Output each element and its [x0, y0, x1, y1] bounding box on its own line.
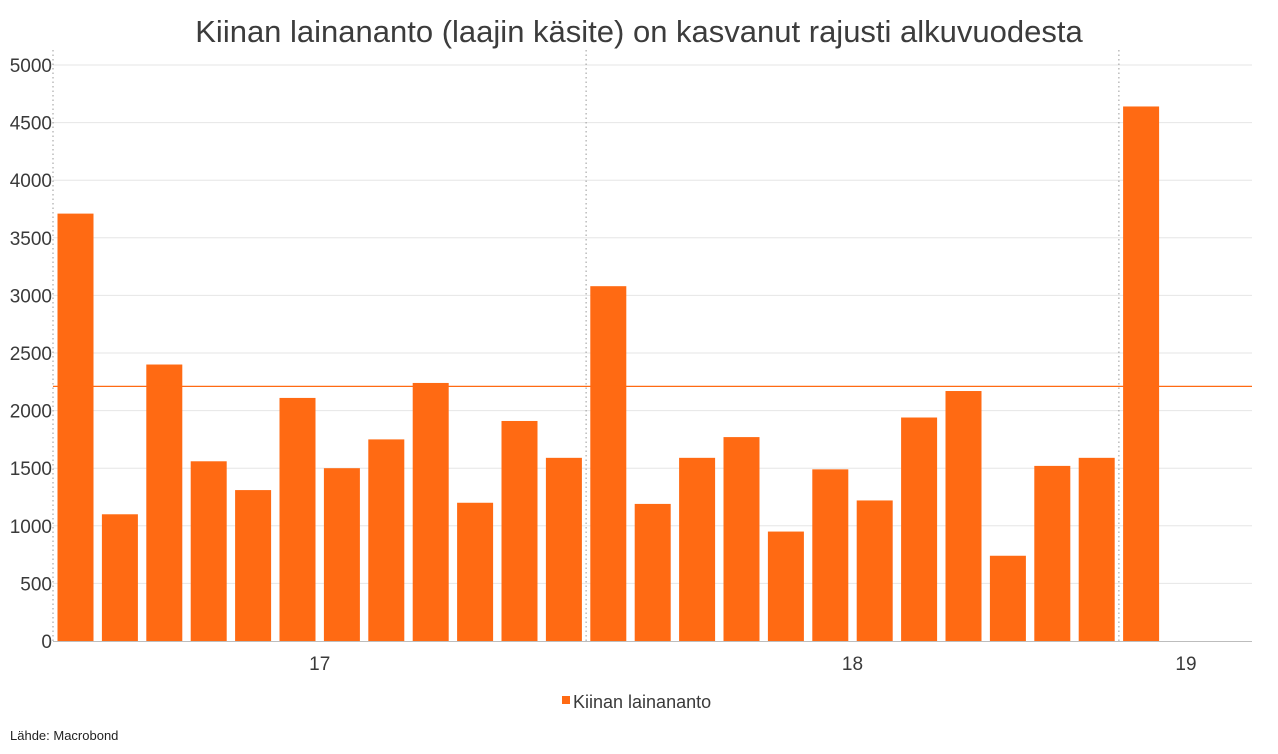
bar — [723, 437, 760, 641]
chart-title: Kiinan lainananto (laajin käsite) on kas… — [195, 14, 1083, 49]
bar — [1123, 106, 1160, 642]
y-tick-label: 3500 — [10, 229, 52, 250]
bar — [989, 555, 1026, 641]
bar — [590, 286, 627, 641]
y-tick-label: 4000 — [10, 171, 52, 192]
bar — [101, 514, 138, 641]
bar — [323, 468, 360, 641]
bar — [945, 391, 982, 641]
bar — [368, 439, 405, 641]
bar — [1034, 465, 1071, 641]
legend: Kiinan lainananto — [562, 692, 711, 712]
bar — [57, 213, 94, 641]
bar — [634, 503, 671, 641]
bar — [1078, 457, 1115, 641]
bar — [856, 500, 893, 641]
y-axis-ticks: 0 500 1000 1500 2000 2500 3000 3500 4000 4500 5000 — [10, 56, 52, 653]
bars — [57, 106, 1160, 642]
x-tick-label: 17 — [309, 654, 330, 675]
legend-swatch — [562, 696, 570, 704]
bar — [901, 417, 938, 641]
bar — [235, 490, 272, 641]
y-tick-label: 3000 — [10, 286, 52, 307]
y-tick-label: 1000 — [10, 517, 52, 538]
bar — [412, 382, 449, 641]
y-tick-label: 1500 — [10, 459, 52, 480]
y-tick-label: 500 — [20, 574, 52, 595]
bar — [190, 461, 227, 641]
bar — [279, 397, 316, 641]
y-tick-label: 5000 — [10, 56, 52, 77]
y-tick-label: 2500 — [10, 344, 52, 365]
x-axis-ticks: 17 18 19 — [309, 654, 1196, 675]
x-tick-label: 18 — [842, 654, 863, 675]
bar — [767, 531, 804, 641]
legend-label: Kiinan lainananto — [573, 692, 711, 712]
bar — [146, 364, 183, 641]
bar — [545, 457, 582, 641]
bar — [457, 502, 494, 641]
y-tick-label: 2000 — [10, 402, 52, 423]
source-note: Lähde: Macrobond — [10, 728, 118, 743]
bar — [679, 457, 716, 641]
y-tick-label: 0 — [41, 632, 52, 653]
y-tick-label: 4500 — [10, 114, 52, 135]
bar — [812, 469, 849, 641]
x-tick-label: 19 — [1175, 654, 1196, 675]
bar — [501, 420, 538, 641]
